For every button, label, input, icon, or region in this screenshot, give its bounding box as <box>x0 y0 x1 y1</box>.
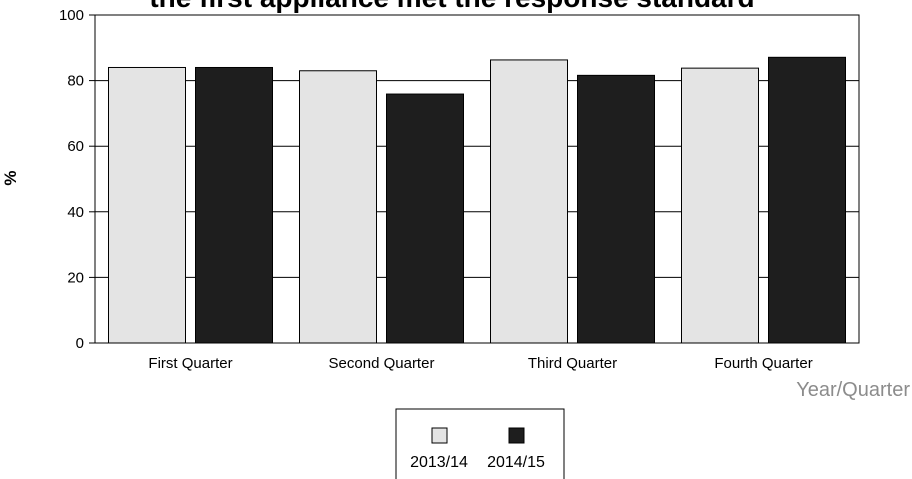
legend-label-2014-15: 2014/15 <box>487 454 545 471</box>
bar-2014-15-second-quarter <box>386 93 464 344</box>
legend-label-2013-14: 2013/14 <box>410 454 468 471</box>
bar-2013-14-third-quarter <box>490 59 568 344</box>
bar-2014-15-first-quarter <box>195 66 273 344</box>
plot-frame <box>94 14 860 344</box>
y-tick-label: 40 <box>67 204 84 221</box>
bars <box>108 56 846 344</box>
y-tick-label: 80 <box>67 73 84 90</box>
legend-swatch-2013-14 <box>431 427 448 444</box>
x-axis-ticks: First Quarter Second Quarter Third Quarter… <box>148 355 812 372</box>
bar-2013-14-second-quarter <box>299 70 377 344</box>
y-tick-label: 60 <box>67 138 84 155</box>
x-tick-label: First Quarter <box>148 355 232 372</box>
y-axis-ticks: 0 20 40 60 80 100 <box>59 7 95 352</box>
bar-2014-15-third-quarter <box>577 74 655 344</box>
x-axis-label: Year/Quarter <box>796 379 910 401</box>
bar-2013-14-fourth-quarter <box>681 67 759 344</box>
x-tick-label: Fourth Quarter <box>714 355 812 372</box>
x-tick-label: Third Quarter <box>528 355 617 372</box>
legend-swatch-2014-15 <box>508 427 525 444</box>
bar-2013-14-first-quarter <box>108 66 186 344</box>
y-tick-label: 20 <box>67 269 84 286</box>
bar-2014-15-fourth-quarter <box>768 56 846 344</box>
legend-box <box>395 408 565 479</box>
chart-title: the first appliance met the response sta… <box>149 0 754 13</box>
y-axis-label: % <box>1 170 20 185</box>
y-tick-label: 0 <box>76 335 84 352</box>
y-tick-label: 100 <box>59 7 84 24</box>
legend: 2013/14 2014/15 <box>395 408 565 479</box>
x-tick-label: Second Quarter <box>329 355 435 372</box>
